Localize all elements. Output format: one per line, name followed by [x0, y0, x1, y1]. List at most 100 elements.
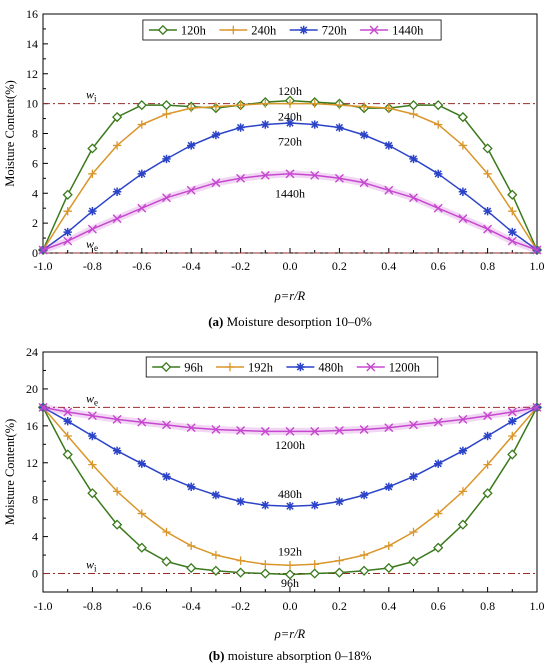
data-point — [236, 556, 245, 565]
data-point — [137, 203, 147, 213]
x-tick-label: 0.8 — [480, 259, 495, 273]
data-point — [38, 245, 48, 255]
y-axis: 0 2 4 6 8 10 12 14 16 — [26, 7, 48, 260]
data-point — [408, 556, 419, 567]
caption-text: moisture absorption 0–18% — [224, 648, 371, 663]
x-tick-label: -0.4 — [182, 599, 201, 613]
caption-text: Moisture desorption 10–0% — [223, 314, 372, 329]
data-point — [507, 236, 517, 246]
data-point — [211, 490, 221, 500]
x-tick-label: -0.6 — [132, 599, 151, 613]
data-point — [186, 423, 196, 433]
data-point — [335, 123, 344, 132]
data-point — [87, 411, 97, 421]
data-point — [112, 487, 122, 496]
data-point — [409, 472, 418, 481]
data-point — [359, 178, 369, 188]
legend-swatch-marker — [299, 25, 308, 35]
data-point — [359, 425, 369, 435]
data-point — [211, 425, 221, 435]
y-tick-label: 12 — [26, 67, 38, 81]
chart-panel-b: -1.0 -0.8 -0.6 -0.4 -0.2 0.0 0.2 0.4 0.6 0.8 1.0 0 4… — [3, 345, 545, 663]
data-point — [284, 569, 296, 580]
legend-swatch-marker — [366, 362, 376, 372]
data-point — [211, 550, 221, 560]
legend-swatch-marker — [161, 361, 172, 373]
x-tick-label: -1.0 — [34, 599, 53, 613]
series-line — [42, 173, 538, 251]
data-point — [111, 111, 123, 123]
data-point — [112, 214, 122, 224]
data-point — [211, 102, 221, 111]
data-point — [508, 431, 517, 441]
data-point — [409, 109, 418, 119]
panel-caption: (a) Moisture desorption 10–0% — [208, 314, 372, 329]
data-point — [434, 120, 443, 129]
data-point — [458, 446, 468, 455]
data-point — [211, 130, 221, 140]
x-tick-label: 0.4 — [381, 599, 396, 613]
data-point — [187, 141, 196, 150]
data-point — [63, 227, 72, 237]
data-point — [433, 542, 444, 553]
data-point — [457, 111, 469, 123]
data-point — [458, 414, 468, 424]
reference-symbol: w — [86, 558, 94, 572]
data-point — [236, 497, 245, 506]
data-point — [434, 169, 443, 179]
data-point — [63, 206, 72, 216]
x-tick-label: 0.6 — [431, 599, 446, 613]
data-point — [310, 99, 319, 108]
data-point — [285, 118, 295, 128]
data-point — [409, 527, 418, 537]
data-point — [137, 509, 146, 518]
data-point — [260, 568, 271, 579]
data-point — [384, 141, 393, 150]
legend-entry: 192h — [248, 361, 274, 375]
data-point — [63, 236, 73, 246]
data-point — [260, 426, 270, 436]
data-point — [261, 120, 270, 129]
legend: 120h 240h 720h 1440h — [142, 19, 442, 41]
curve-annotation: 192h — [278, 544, 302, 558]
data-point — [310, 501, 319, 510]
reference-subscript: i — [94, 564, 97, 574]
data-point — [236, 425, 246, 435]
x-tick-label: -0.4 — [182, 259, 201, 273]
data-point — [210, 565, 222, 576]
data-point — [211, 178, 221, 188]
data-point — [63, 417, 72, 426]
series-glow — [41, 170, 539, 254]
data-point — [358, 565, 370, 576]
legend-entry: 1440h — [392, 24, 424, 38]
data-point — [88, 206, 97, 216]
data-point — [508, 206, 517, 216]
data-point — [137, 120, 146, 129]
data-point — [136, 542, 147, 553]
x-tick-label: 0.2 — [332, 599, 347, 613]
data-point — [63, 407, 73, 417]
caption-prefix: (b) — [209, 648, 225, 663]
y-tick-label: 4 — [32, 530, 38, 544]
curve-annotation: 1440h — [275, 186, 305, 200]
x-axis: -1.0 -0.8 -0.6 -0.4 -0.2 0.0 0.2 0.4 0.6 0.8 1.0 — [34, 248, 545, 273]
x-tick-label: -1.0 — [34, 259, 53, 273]
data-point — [162, 472, 171, 481]
data-point — [508, 227, 517, 237]
x-tick-label: 0.6 — [431, 259, 446, 273]
data-point — [309, 568, 320, 579]
data-point — [112, 414, 122, 424]
x-tick-label: 0.2 — [332, 259, 347, 273]
data-point — [261, 560, 270, 569]
legend-entry: 1200h — [389, 361, 421, 375]
data-point — [137, 417, 147, 427]
data-point — [63, 431, 72, 441]
x-axis-label: ρ=r/R — [274, 627, 306, 641]
data-point — [483, 206, 492, 216]
data-point — [310, 426, 320, 436]
data-point — [409, 193, 418, 203]
data-point — [334, 425, 344, 435]
data-point — [482, 488, 493, 499]
curve-annotation: 96h — [281, 576, 299, 590]
data-point — [88, 169, 97, 179]
